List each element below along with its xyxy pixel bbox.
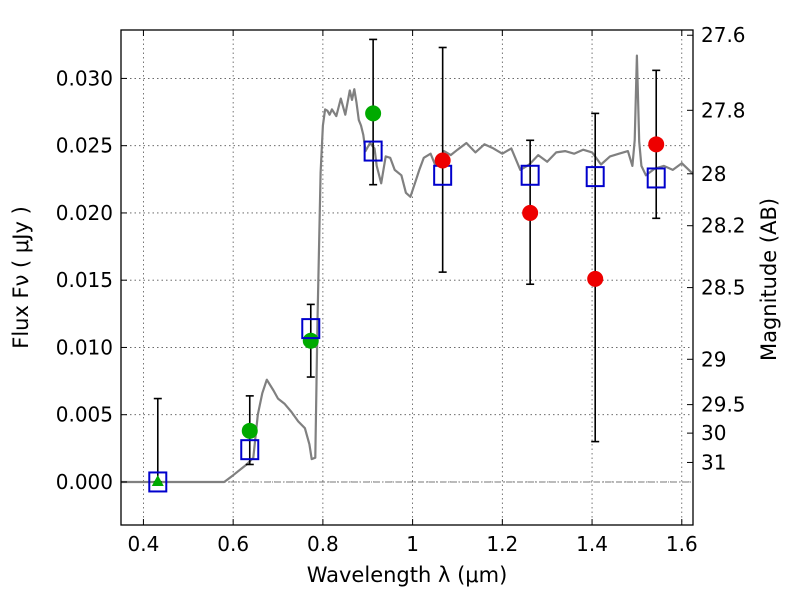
x-tick-label: 0.6 <box>217 532 249 556</box>
y-tick-label: 0.025 <box>56 134 113 158</box>
upper-limit-triangle <box>151 474 164 486</box>
x-axis-label: Wavelength λ (μm) <box>307 563 508 587</box>
green-data-point <box>365 105 382 122</box>
model-spectrum-line <box>121 54 694 484</box>
grid-lines <box>121 30 693 525</box>
model-photometry-box <box>520 164 540 186</box>
red-data-point <box>434 152 451 169</box>
y-tick-label: 0.005 <box>56 403 113 427</box>
x-tick-label: 0.8 <box>307 532 339 556</box>
y-tick-label: 0.000 <box>56 470 113 494</box>
y-tick-label: 0.015 <box>56 268 113 292</box>
model-photometry-box <box>148 471 168 493</box>
x-tick-label: 1.6 <box>666 532 698 556</box>
red-data-point <box>648 136 665 153</box>
y-tick-label: 0.030 <box>56 66 113 90</box>
model-photometry-box <box>646 167 666 189</box>
x-tick-label: 1.2 <box>486 532 518 556</box>
model-photometry-box <box>301 318 321 340</box>
model-photometry-box <box>240 439 260 461</box>
red-data-point <box>587 270 604 287</box>
plot-frame <box>120 29 694 526</box>
x-tick-label: 1.4 <box>576 532 608 556</box>
plot-area <box>121 38 694 493</box>
y-tick-label: 0.010 <box>56 335 113 359</box>
y2-tick-label: 27.8 <box>701 98 746 122</box>
y-tick-label: 0.020 <box>56 201 113 225</box>
y2-tick-label: 28.5 <box>701 276 746 300</box>
y2-axis-label: Magnitude (AB) <box>757 198 781 361</box>
y2-tick-label: 29 <box>701 347 726 371</box>
y2-tick-label: 27.6 <box>701 23 746 47</box>
y2-tick-label: 29.5 <box>701 393 746 417</box>
y2-tick-label: 30 <box>701 421 726 445</box>
x-tick-label: 1 <box>406 532 419 556</box>
green-data-point <box>302 332 319 349</box>
model-photometry-box <box>363 140 383 162</box>
y2-tick-label: 28.2 <box>701 214 746 238</box>
y2-tick-label: 28 <box>701 162 726 186</box>
x-tick-label: 0.4 <box>128 532 160 556</box>
red-data-point <box>522 204 539 221</box>
y2-tick-label: 31 <box>701 450 726 474</box>
model-photometry-box <box>585 166 605 188</box>
y-axis-label: Flux Fν ( μJy ) <box>9 206 33 349</box>
green-data-point <box>241 422 258 439</box>
axes: 0.4 0.6 0.8 1 1.2 1.4 1.6 0.000 0.005 0.010 0.015 0… <box>56 23 746 556</box>
